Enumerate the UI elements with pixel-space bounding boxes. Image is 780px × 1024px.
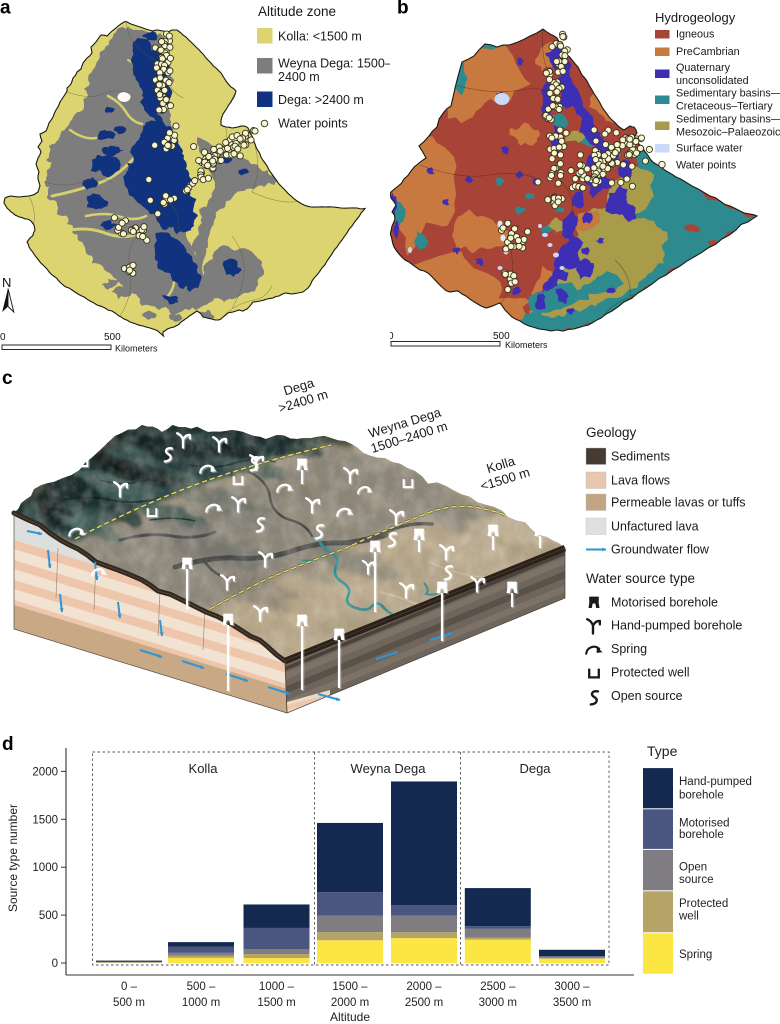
- svg-text:borehole: borehole: [679, 829, 724, 841]
- svg-text:Water points: Water points: [676, 160, 737, 172]
- svg-text:Mesozoic–Palaeozoic: Mesozoic–Palaeozoic: [676, 127, 780, 139]
- svg-text:Sedimentary basins—: Sedimentary basins—: [676, 88, 780, 100]
- svg-text:d: d: [2, 734, 14, 755]
- svg-text:PreCambrian: PreCambrian: [676, 46, 740, 58]
- svg-text:1500: 1500: [32, 814, 58, 826]
- svg-text:1500 m: 1500 m: [257, 997, 295, 1009]
- svg-text:N: N: [2, 275, 11, 290]
- svg-text:Protected: Protected: [679, 898, 728, 910]
- svg-text:a: a: [0, 0, 11, 19]
- svg-text:2000: 2000: [32, 766, 58, 778]
- svg-text:Spring: Spring: [679, 949, 712, 961]
- svg-text:0: 0: [0, 332, 6, 343]
- svg-text:0: 0: [52, 958, 58, 970]
- svg-text:b: b: [397, 0, 409, 19]
- svg-text:Permeable lavas or tuffs: Permeable lavas or tuffs: [611, 496, 746, 510]
- svg-text:Sediments: Sediments: [611, 450, 670, 464]
- svg-text:1000: 1000: [32, 862, 58, 874]
- svg-text:Hand-pumped: Hand-pumped: [679, 776, 752, 788]
- svg-text:Groundwater flow: Groundwater flow: [611, 543, 710, 557]
- svg-text:borehole: borehole: [679, 790, 724, 802]
- svg-text:Protected well: Protected well: [611, 666, 690, 680]
- svg-text:Water points: Water points: [278, 117, 348, 131]
- svg-text:Source type number: Source type number: [6, 804, 20, 912]
- svg-text:Motorised: Motorised: [679, 818, 730, 830]
- svg-text:2500 m: 2500 m: [405, 997, 443, 1009]
- svg-text:Unfactured lava: Unfactured lava: [611, 520, 699, 534]
- svg-text:Surface water: Surface water: [676, 143, 743, 155]
- svg-text:Type: Type: [647, 743, 678, 759]
- svg-text:500 m: 500 m: [113, 997, 145, 1009]
- svg-text:Geology: Geology: [586, 425, 637, 440]
- svg-text:3000 –: 3000 –: [554, 981, 590, 993]
- svg-text:Weyna Dega: Weyna Dega: [351, 761, 427, 776]
- svg-text:Dega: >2400 m: Dega: >2400 m: [278, 93, 364, 107]
- svg-text:source: source: [679, 874, 714, 886]
- svg-text:unconsolidated: unconsolidated: [676, 75, 749, 87]
- svg-text:0: 0: [390, 331, 394, 342]
- svg-text:Altitude: Altitude: [330, 1010, 370, 1024]
- svg-text:Motorised borehole: Motorised borehole: [611, 596, 718, 610]
- svg-text:Open: Open: [679, 862, 707, 874]
- svg-text:Cretaceous–Tertiary: Cretaceous–Tertiary: [676, 101, 773, 113]
- svg-text:2000 m: 2000 m: [331, 997, 369, 1009]
- svg-text:Dega: Dega: [519, 761, 551, 776]
- svg-text:Quaternary: Quaternary: [676, 62, 731, 74]
- svg-text:500: 500: [493, 331, 510, 342]
- svg-text:Weyna Dega: 1500–: Weyna Dega: 1500–: [278, 57, 390, 71]
- svg-text:1000 m: 1000 m: [182, 997, 220, 1009]
- svg-text:3500 m: 3500 m: [553, 997, 591, 1009]
- svg-text:3000 m: 3000 m: [479, 997, 517, 1009]
- svg-text:1500 –: 1500 –: [332, 981, 368, 993]
- svg-text:Altitude zone: Altitude zone: [258, 4, 336, 19]
- svg-text:Water source type: Water source type: [586, 571, 695, 586]
- svg-text:Igneous: Igneous: [676, 29, 715, 41]
- svg-text:500: 500: [104, 332, 121, 343]
- svg-text:Sedimentary basins—: Sedimentary basins—: [676, 114, 780, 126]
- svg-text:well: well: [678, 911, 699, 923]
- svg-text:c: c: [2, 368, 13, 389]
- svg-text:500: 500: [39, 910, 58, 922]
- svg-text:2000 –: 2000 –: [406, 981, 442, 993]
- svg-text:0 –: 0 –: [121, 981, 138, 993]
- svg-text:Kolla: Kolla: [189, 761, 219, 776]
- svg-text:Kilometers: Kilometers: [505, 340, 548, 350]
- svg-text:Kolla: <1500 m: Kolla: <1500 m: [278, 30, 362, 44]
- svg-text:Open source: Open source: [611, 689, 683, 703]
- svg-text:1000 –: 1000 –: [259, 981, 295, 993]
- svg-text:Lava flows: Lava flows: [611, 474, 670, 488]
- svg-text:Hydrogeology: Hydrogeology: [655, 10, 736, 25]
- svg-text:Spring: Spring: [611, 642, 647, 656]
- svg-text:2400 m: 2400 m: [278, 70, 320, 84]
- svg-text:2500 –: 2500 –: [480, 981, 516, 993]
- svg-text:Kilometers: Kilometers: [115, 344, 158, 354]
- svg-text:Hand-pumped borehole: Hand-pumped borehole: [611, 619, 742, 633]
- svg-text:500 –: 500 –: [187, 981, 216, 993]
